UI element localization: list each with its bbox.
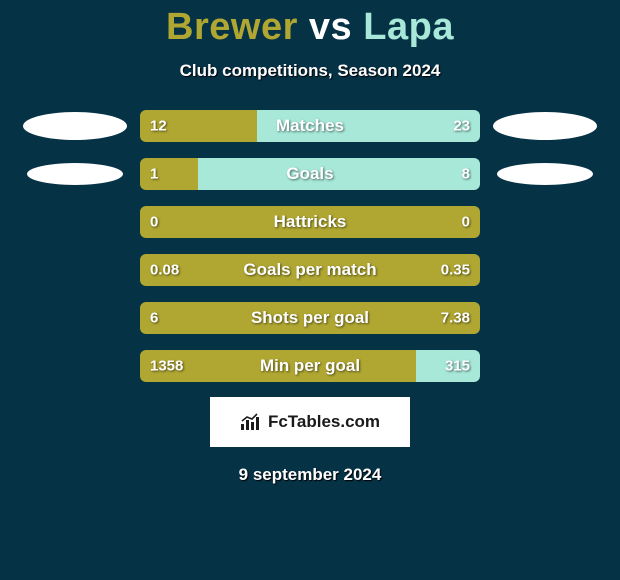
marker-slot-left: [20, 157, 130, 191]
stat-label: Goals per match: [243, 260, 376, 280]
stat-row: 1358 Min per goal 315: [0, 349, 620, 383]
marker-slot-right: [490, 253, 600, 287]
stat-bar: 0 Hattricks 0: [140, 206, 480, 238]
marker-slot-right: [490, 205, 600, 239]
bar-segment-left: [140, 158, 198, 190]
stat-value-right: 23: [453, 118, 470, 135]
branding-text: FcTables.com: [268, 412, 380, 432]
subtitle: Club competitions, Season 2024: [0, 61, 620, 81]
stat-value-left: 12: [150, 118, 167, 135]
stat-value-right: 315: [445, 358, 470, 375]
marker-slot-right: [490, 349, 600, 383]
stat-value-left: 0.08: [150, 262, 179, 279]
stat-value-right: 0.35: [441, 262, 470, 279]
stat-label: Matches: [276, 116, 344, 136]
stat-label: Goals: [286, 164, 333, 184]
stat-value-left: 1358: [150, 358, 183, 375]
stat-row: 12 Matches 23: [0, 109, 620, 143]
title-player1: Brewer: [166, 6, 298, 48]
marker-slot-left: [20, 109, 130, 143]
title-vs: vs: [309, 6, 352, 48]
title-player2: Lapa: [363, 6, 454, 48]
stat-value-right: 8: [462, 166, 470, 183]
stat-bar: 0.08 Goals per match 0.35: [140, 254, 480, 286]
stat-label: Shots per goal: [251, 308, 369, 328]
marker-slot-right: [490, 157, 600, 191]
comparison-card: Brewer vs Lapa Club competitions, Season…: [0, 0, 620, 580]
branding-badge: FcTables.com: [210, 397, 410, 447]
stats-container: 12 Matches 23 1 Goals 8 0 Hattricks 0 0.08 Goals p…: [0, 109, 620, 383]
stat-bar: 1 Goals 8: [140, 158, 480, 190]
stat-row: 1 Goals 8: [0, 157, 620, 191]
bar-segment-right: [198, 158, 480, 190]
stat-value-left: 6: [150, 310, 158, 327]
page-title: Brewer vs Lapa: [0, 6, 620, 49]
marker-slot-right: [490, 109, 600, 143]
chart-icon: [240, 413, 262, 431]
stat-bar: 6 Shots per goal 7.38: [140, 302, 480, 334]
stat-row: 0.08 Goals per match 0.35: [0, 253, 620, 287]
stat-value-right: 7.38: [441, 310, 470, 327]
stat-value-left: 0: [150, 214, 158, 231]
stat-bar: 1358 Min per goal 315: [140, 350, 480, 382]
marker-slot-left: [20, 253, 130, 287]
player1-marker: [27, 163, 123, 185]
stat-row: 0 Hattricks 0: [0, 205, 620, 239]
stat-label: Min per goal: [260, 356, 360, 376]
marker-slot-left: [20, 349, 130, 383]
stat-value-left: 1: [150, 166, 158, 183]
marker-slot-left: [20, 301, 130, 335]
player1-marker: [23, 112, 127, 140]
player2-marker: [497, 163, 593, 185]
stat-value-right: 0: [462, 214, 470, 231]
date-text: 9 september 2024: [0, 465, 620, 485]
stat-label: Hattricks: [274, 212, 347, 232]
marker-slot-right: [490, 301, 600, 335]
player2-marker: [493, 112, 597, 140]
marker-slot-left: [20, 205, 130, 239]
stat-bar: 12 Matches 23: [140, 110, 480, 142]
stat-row: 6 Shots per goal 7.38: [0, 301, 620, 335]
